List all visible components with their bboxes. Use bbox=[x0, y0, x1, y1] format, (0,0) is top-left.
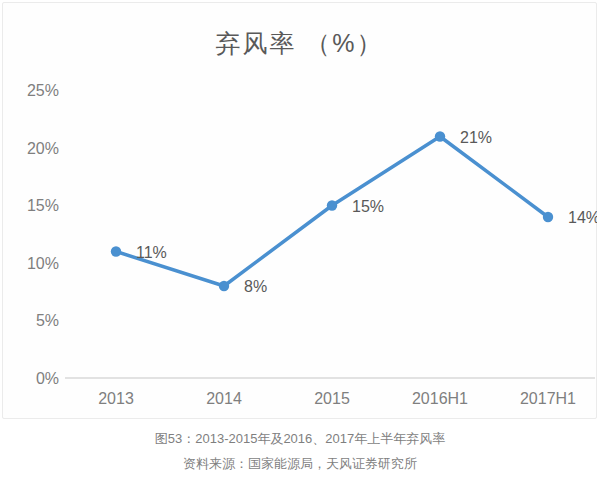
data-point-marker bbox=[435, 131, 445, 141]
series-line bbox=[116, 137, 548, 287]
chart-title: 弃风率 （%） bbox=[3, 27, 596, 60]
x-tick-label: 2015 bbox=[314, 390, 350, 407]
x-tick-label: 2013 bbox=[98, 390, 134, 407]
data-point-marker bbox=[219, 281, 229, 291]
y-tick-label: 20% bbox=[27, 140, 59, 157]
y-tick-label: 5% bbox=[36, 312, 59, 329]
x-tick-label: 2016H1 bbox=[412, 390, 468, 407]
y-tick-label: 10% bbox=[27, 255, 59, 272]
chart-card: 弃风率 （%） 0% 5% 10% 15% 20% 25% 2013 2014 2015 2016… bbox=[2, 2, 597, 419]
y-tick-label: 15% bbox=[27, 197, 59, 214]
data-point-label: 8% bbox=[244, 278, 267, 295]
data-point-label: 15% bbox=[352, 198, 384, 215]
data-point-label: 14% bbox=[568, 209, 597, 226]
y-tick-label: 25% bbox=[27, 82, 59, 99]
line-chart: 0% 5% 10% 15% 20% 25% 2013 2014 2015 2016H1 2017H1… bbox=[3, 74, 597, 414]
data-point-marker bbox=[111, 246, 121, 256]
x-tick-label: 2014 bbox=[206, 390, 242, 407]
x-tick-label: 2017H1 bbox=[520, 390, 576, 407]
data-point-label: 21% bbox=[460, 129, 492, 146]
data-point-marker bbox=[327, 200, 337, 210]
source-caption: 资料来源：国家能源局，天风证券研究所 bbox=[0, 456, 600, 472]
data-point-label: 11% bbox=[136, 244, 167, 261]
data-point-marker bbox=[543, 212, 553, 222]
y-tick-label: 0% bbox=[36, 370, 59, 387]
figure-caption: 图53：2013-2015年及2016、2017年上半年弃风率 bbox=[0, 431, 600, 447]
caption-block: 图53：2013-2015年及2016、2017年上半年弃风率 资料来源：国家能… bbox=[0, 431, 600, 481]
